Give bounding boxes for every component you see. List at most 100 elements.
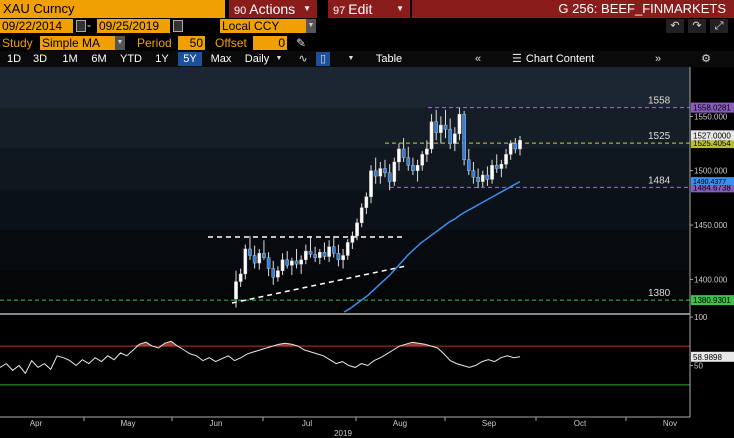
- chart-type-dropdown-icon[interactable]: ▼: [347, 55, 355, 62]
- period-field[interactable]: 50: [178, 36, 205, 50]
- candle-body: [290, 260, 294, 266]
- candle-body: [345, 242, 350, 256]
- range-max[interactable]: Max: [210, 53, 232, 65]
- price-badge-text: 1558.0281: [693, 104, 731, 113]
- candle-body: [262, 253, 266, 258]
- candle-body: [490, 165, 494, 180]
- expand-icon[interactable]: ⤢: [710, 19, 728, 33]
- undo-icon[interactable]: ↶: [666, 19, 684, 33]
- support-line: [231, 265, 407, 304]
- candle-body: [508, 143, 513, 155]
- candle-body: [327, 246, 331, 257]
- pen-icon[interactable]: ✎: [296, 36, 307, 50]
- date-bar: 09/22/2014 - 09/25/2019 Local CCY ▼ ↶ ↷ ⤢: [0, 18, 734, 35]
- currency-field[interactable]: Local CCY: [220, 19, 306, 33]
- candle-body: [387, 172, 392, 182]
- collapse-right-icon[interactable]: »: [654, 53, 662, 65]
- study-label: Study: [2, 36, 33, 50]
- actions-menu-button[interactable]: 90 Actions ▼: [229, 0, 317, 18]
- candle-body: [350, 235, 355, 243]
- candle-body: [378, 168, 383, 177]
- frequency-select[interactable]: Daily: [244, 53, 270, 65]
- candle-body: [466, 159, 471, 171]
- candle-body: [331, 246, 336, 254]
- edit-label: Edit: [348, 1, 373, 17]
- y-tick-label: 1450.000: [694, 221, 728, 230]
- range-5y[interactable]: 5Y: [178, 52, 202, 66]
- candle-body: [513, 143, 518, 150]
- y-tick-label: 1550.000: [694, 112, 728, 121]
- range-bar: 1D 3D 1M 6M YTD 1Y 5Y Max Daily ▼ ∿ ▯ ▼ …: [0, 51, 734, 67]
- range-1m[interactable]: 1M: [62, 53, 78, 65]
- candle-body: [304, 250, 308, 261]
- frequency-dropdown-icon[interactable]: ▼: [275, 55, 283, 62]
- candle-body: [392, 161, 397, 182]
- price-band: [0, 271, 690, 313]
- price-badge-text: 1525.4054: [693, 139, 731, 148]
- candle-body: [494, 165, 499, 169]
- price-panel-background: [0, 67, 734, 438]
- range-ytd[interactable]: YTD: [120, 53, 142, 65]
- range-6m[interactable]: 6M: [91, 53, 107, 65]
- line-chart-icon[interactable]: ∿: [298, 53, 308, 65]
- start-date-field[interactable]: 09/22/2014: [0, 19, 73, 33]
- price-chart[interactable]: 15581558.028115251525.405414841484.67381…: [0, 67, 734, 438]
- candle-body: [429, 121, 434, 150]
- x-tick-label: Jul: [302, 419, 312, 428]
- annotation-label: 1558: [648, 96, 671, 107]
- collapse-left-icon[interactable]: «: [474, 53, 482, 65]
- candle-body: [476, 177, 480, 182]
- candle-body: [448, 129, 452, 144]
- candle-body: [294, 260, 299, 265]
- edit-caret-icon: ▼: [396, 4, 404, 13]
- table-button[interactable]: Table: [375, 53, 403, 65]
- candle-body: [434, 121, 438, 133]
- candle-body: [243, 248, 248, 275]
- end-date-field[interactable]: 09/25/2019: [97, 19, 170, 33]
- candle-body: [322, 252, 327, 257]
- study-field[interactable]: Simple MA: [40, 36, 115, 50]
- rsi-line: [0, 340, 521, 375]
- candle-body: [401, 148, 406, 158]
- candle-body: [299, 259, 303, 265]
- ma-line: [343, 180, 521, 313]
- calendar-icon[interactable]: [76, 20, 86, 32]
- candle-body: [373, 170, 378, 177]
- candle-body: [280, 259, 285, 271]
- candle-body: [266, 257, 271, 269]
- x-tick-label: Aug: [393, 419, 407, 428]
- candle-body: [415, 165, 420, 171]
- current-price-badge: [691, 130, 734, 141]
- x-tick-label: Apr: [30, 419, 43, 428]
- chart-content-label: Chart Content: [525, 53, 595, 65]
- range-1y[interactable]: 1Y: [155, 53, 169, 65]
- gear-icon[interactable]: ⚙: [701, 53, 711, 65]
- rsi-badge: [691, 351, 734, 362]
- price-band: [0, 67, 690, 109]
- range-1d[interactable]: 1D: [6, 53, 22, 65]
- candle-chart-icon[interactable]: ▯: [316, 52, 330, 66]
- y-tick-label: 1400.000: [694, 275, 728, 284]
- security-input[interactable]: XAU Curncy: [0, 0, 225, 18]
- redo-icon[interactable]: ↷: [688, 19, 706, 33]
- candle-body: [313, 254, 317, 258]
- price-band: [0, 107, 690, 150]
- currency-dropdown-icon[interactable]: ▼: [306, 19, 316, 33]
- study-dropdown-icon[interactable]: ▼: [115, 36, 125, 50]
- candle-body: [336, 253, 341, 261]
- price-badge-text: 1484.6738: [693, 183, 731, 192]
- price-band: [0, 148, 690, 191]
- x-tick-label: Jun: [210, 419, 223, 428]
- edit-menu-button[interactable]: 97 Edit ▼: [328, 0, 410, 18]
- chart-content-button[interactable]: ☰ Chart Content: [512, 52, 632, 66]
- calendar-icon[interactable]: [173, 20, 183, 32]
- offset-field[interactable]: 0: [253, 36, 287, 50]
- candle-body: [318, 252, 322, 258]
- period-label: Period: [137, 36, 172, 50]
- rsi-panel: 58.9898: [0, 340, 734, 386]
- price-badge: [691, 295, 734, 306]
- candle-body: [257, 253, 262, 264]
- range-3d[interactable]: 3D: [32, 53, 48, 65]
- candle-body: [471, 170, 476, 178]
- edit-number: 97: [333, 5, 346, 17]
